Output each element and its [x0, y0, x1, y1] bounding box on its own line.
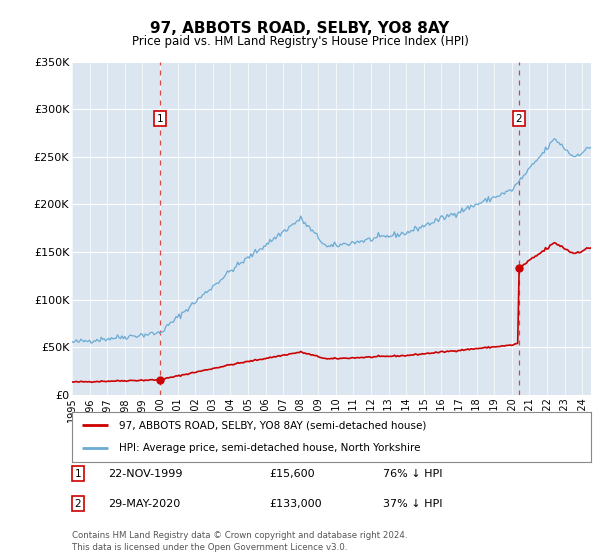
Text: 2: 2: [74, 499, 81, 509]
Text: 2: 2: [515, 114, 522, 124]
Text: 76% ↓ HPI: 76% ↓ HPI: [383, 469, 443, 479]
Text: 29-MAY-2020: 29-MAY-2020: [109, 499, 181, 509]
Text: 37% ↓ HPI: 37% ↓ HPI: [383, 499, 443, 509]
Text: £133,000: £133,000: [269, 499, 322, 509]
Text: 97, ABBOTS ROAD, SELBY, YO8 8AY (semi-detached house): 97, ABBOTS ROAD, SELBY, YO8 8AY (semi-de…: [119, 420, 426, 430]
Text: 22-NOV-1999: 22-NOV-1999: [109, 469, 183, 479]
Text: Price paid vs. HM Land Registry's House Price Index (HPI): Price paid vs. HM Land Registry's House …: [131, 35, 469, 48]
Text: 1: 1: [74, 469, 81, 479]
Text: 97, ABBOTS ROAD, SELBY, YO8 8AY: 97, ABBOTS ROAD, SELBY, YO8 8AY: [151, 21, 449, 36]
Text: £15,600: £15,600: [269, 469, 315, 479]
Text: HPI: Average price, semi-detached house, North Yorkshire: HPI: Average price, semi-detached house,…: [119, 444, 420, 454]
Text: 1: 1: [157, 114, 163, 124]
Text: Contains HM Land Registry data © Crown copyright and database right 2024.
This d: Contains HM Land Registry data © Crown c…: [72, 531, 407, 552]
